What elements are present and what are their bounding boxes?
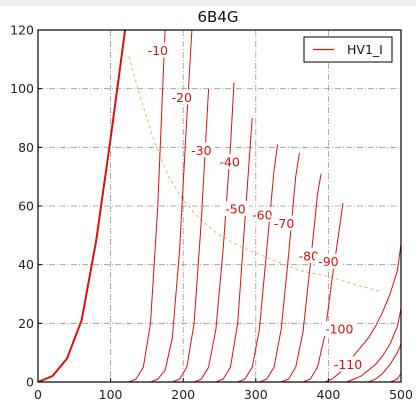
curve-label: -110	[334, 357, 362, 372]
x-tick-label: 0	[34, 387, 42, 402]
curve-label: -50	[225, 201, 245, 216]
legend: HV1_I	[303, 36, 393, 63]
grid-curve	[128, 29, 166, 383]
top-band	[0, 0, 416, 6]
y-tick-label: 100	[10, 81, 34, 96]
curve-label-bg	[168, 89, 196, 105]
grid-curve	[281, 173, 322, 383]
y-tick-label: 120	[10, 23, 34, 38]
curve-label: -90	[318, 254, 338, 269]
series-line	[37, 29, 127, 383]
curve-label-bg	[222, 200, 249, 216]
y-tick-label: 80	[18, 140, 34, 155]
y-tick-label: 60	[18, 199, 34, 214]
y-tick-label: 20	[18, 316, 34, 331]
curve-label: -20	[172, 90, 192, 105]
load-line	[128, 56, 380, 292]
x-tick-label: 200	[171, 387, 195, 402]
y-tick-label: 40	[18, 257, 34, 272]
grid-lines	[38, 30, 401, 382]
curve-label-bg	[315, 253, 342, 269]
curve-label-bg	[330, 356, 366, 372]
curve-label: -10	[148, 43, 168, 58]
curve-label: -40	[219, 155, 239, 170]
curve-label-bg	[144, 42, 172, 58]
grid-curve	[368, 343, 402, 383]
tick-labels: 0 100 200 300 400 500 0 20 40 60 80 100 120	[10, 23, 413, 403]
grid-curves	[128, 29, 402, 383]
curve-label: -100	[325, 322, 353, 337]
curve-label: -60	[252, 207, 272, 222]
curve-label-bg	[248, 206, 276, 222]
x-tick-label: 500	[389, 387, 413, 402]
curve-label: -70	[274, 216, 294, 231]
series-layer	[37, 29, 127, 383]
curve-label-bg	[187, 142, 215, 158]
curve-label: -30	[191, 143, 211, 158]
curve-label-bg	[216, 154, 244, 169]
y-tick-label: 0	[26, 375, 34, 390]
curve-label: -80	[299, 248, 319, 263]
x-tick-label: 100	[99, 387, 123, 402]
grid-curve	[150, 29, 193, 383]
grid-curve	[324, 244, 402, 383]
curve-labels: -10 -20 -30 -40 -50 -60-70 -80 -90 -100 -110	[144, 42, 366, 372]
grid-curve	[389, 372, 402, 383]
grid-curve	[346, 308, 402, 383]
chart-title: 6B4G	[197, 8, 238, 26]
x-tick-label: 400	[316, 387, 340, 402]
grid-curve	[193, 82, 235, 383]
grid-curve	[259, 153, 300, 383]
grid-curve	[237, 144, 279, 383]
legend-label: HV1_I	[347, 42, 383, 57]
grid-curve	[172, 88, 210, 383]
curve-label-bg	[270, 215, 298, 231]
grid-curve	[302, 203, 344, 383]
curve-label-bg	[322, 321, 357, 337]
load-line-layer	[128, 56, 380, 292]
x-tick-label: 300	[244, 387, 268, 402]
